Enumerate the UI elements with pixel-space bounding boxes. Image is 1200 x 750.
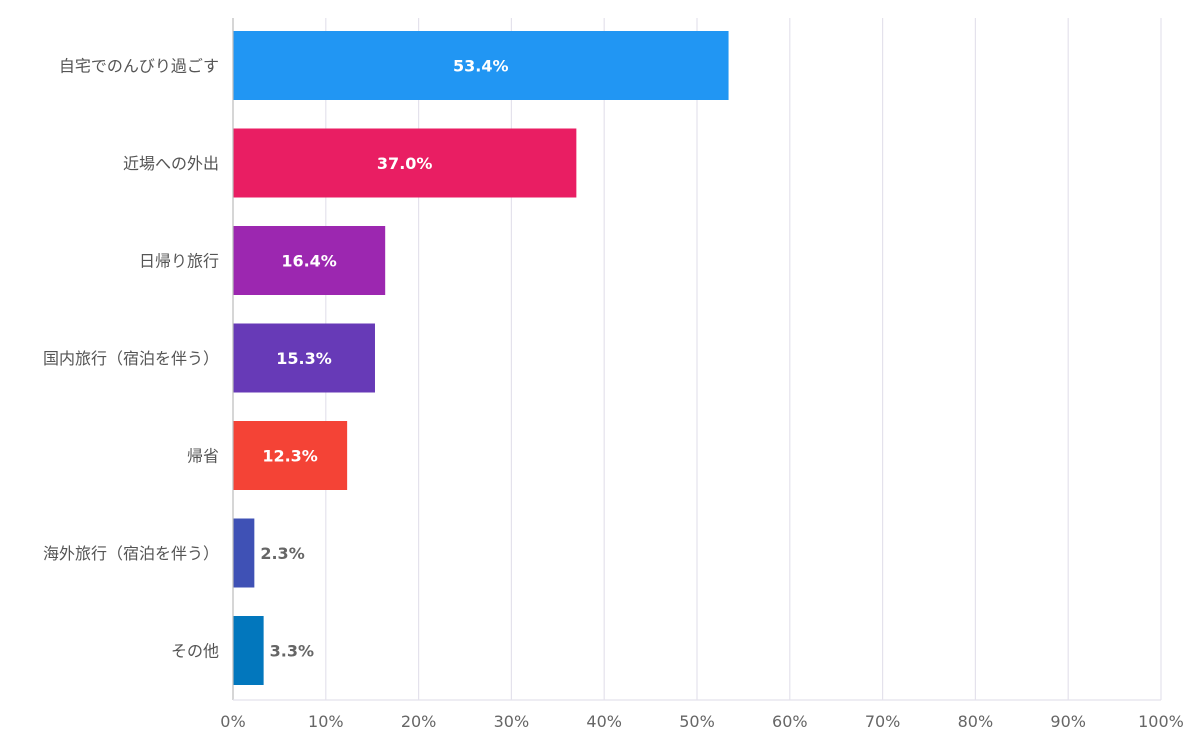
- x-tick-label: 10%: [308, 712, 344, 731]
- data-label: 15.3%: [276, 349, 332, 368]
- x-tick-label: 60%: [772, 712, 808, 731]
- bar: [233, 31, 729, 100]
- x-tick-label: 100%: [1138, 712, 1184, 731]
- data-label: 53.4%: [453, 57, 509, 76]
- category-label: 近場への外出: [123, 154, 219, 173]
- x-tick-label: 30%: [494, 712, 530, 731]
- x-tick-label: 90%: [1050, 712, 1086, 731]
- x-tick-label: 20%: [401, 712, 437, 731]
- data-label: 16.4%: [281, 252, 337, 271]
- x-tick-label: 70%: [865, 712, 901, 731]
- data-label: 12.3%: [262, 447, 318, 466]
- data-label: 3.3%: [270, 642, 314, 661]
- data-label: 37.0%: [377, 154, 433, 173]
- category-label: 海外旅行（宿泊を伴う）: [43, 544, 219, 563]
- x-tick-label: 40%: [586, 712, 622, 731]
- category-label: 国内旅行（宿泊を伴う）: [43, 349, 219, 368]
- bar: [233, 421, 348, 490]
- grid-lines: [325, 18, 1162, 700]
- category-label: 帰省: [187, 447, 219, 466]
- axes: [232, 18, 1161, 701]
- bar: [233, 616, 264, 685]
- bar: [233, 518, 255, 588]
- data-label: 2.3%: [260, 544, 304, 563]
- category-label: 自宅でのんびり過ごす: [59, 57, 219, 76]
- x-tick-label: 0%: [220, 712, 245, 731]
- bars: [233, 31, 729, 685]
- x-tick-label: 80%: [958, 712, 994, 731]
- labels: 0% 10% 20% 30% 40% 50% 60% 70% 80% 90% 100% 自宅でのんびり…: [43, 57, 1184, 732]
- category-label: その他: [171, 642, 219, 661]
- x-tick-label: 50%: [679, 712, 715, 731]
- bar: [233, 226, 386, 295]
- bar: [233, 128, 577, 198]
- category-label: 日帰り旅行: [139, 252, 219, 271]
- bar: [233, 323, 375, 393]
